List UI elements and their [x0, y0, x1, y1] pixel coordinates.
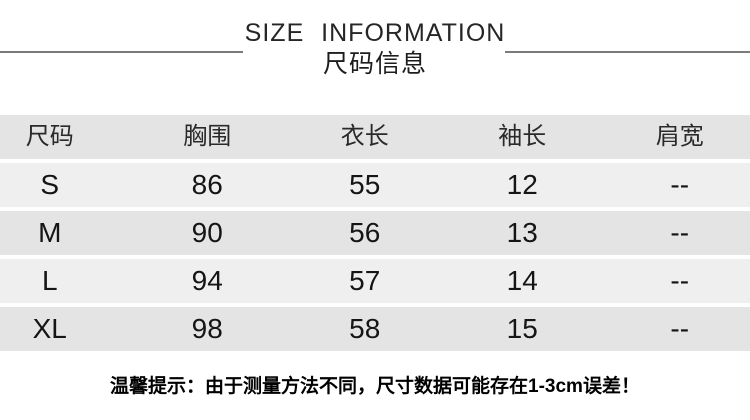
cell-bust: 90	[191, 217, 223, 248]
column-header-bust: 胸围	[183, 123, 232, 150]
cell-sleeve: 12	[506, 169, 538, 200]
cell-length: 58	[349, 313, 381, 344]
size-table: 尺码 胸围 衣长 袖长 肩宽 S 86 55 12 -- M 90 56 13	[0, 115, 750, 355]
cell-shoulder: --	[670, 313, 690, 344]
cell-size: M	[38, 217, 62, 248]
cell-shoulder: --	[670, 265, 690, 296]
table-row-m: M 90 56 13 --	[0, 211, 750, 255]
cell-bust: 98	[191, 313, 223, 344]
column-header-shoulder: 肩宽	[655, 123, 704, 150]
table-row-s: S 86 55 12 --	[0, 163, 750, 207]
column-header-sleeve: 袖长	[498, 123, 547, 150]
cell-length: 57	[349, 265, 381, 296]
cell-bust: 94	[191, 265, 223, 296]
cell-size: L	[41, 265, 58, 296]
cell-bust: 86	[191, 169, 223, 200]
table-row-l: L 94 57 14 --	[0, 259, 750, 303]
cell-sleeve: 14	[506, 265, 538, 296]
title-divider-left	[0, 51, 243, 53]
disclaimer-note: 温馨提示：由于测量方法不同，尺寸数据可能存在1-3cm误差！	[110, 376, 640, 397]
title-divider-right	[505, 51, 750, 53]
cell-shoulder: --	[670, 217, 690, 248]
table-header-row: 尺码 胸围 衣长 袖长 肩宽	[0, 115, 750, 159]
cell-sleeve: 15	[506, 313, 538, 344]
cell-size: S	[40, 169, 60, 200]
cell-length: 56	[349, 217, 381, 248]
section-title: SIZE INFORMATION	[244, 19, 506, 47]
cell-length: 55	[349, 169, 381, 200]
table-row-xl: XL 98 58 15 --	[0, 307, 750, 351]
cell-size: XL	[32, 313, 67, 344]
column-header-length: 衣长	[340, 123, 389, 150]
column-header-size: 尺码	[25, 123, 74, 150]
cell-sleeve: 13	[506, 217, 538, 248]
section-subtitle: 尺码信息	[322, 50, 427, 78]
cell-shoulder: --	[670, 169, 690, 200]
